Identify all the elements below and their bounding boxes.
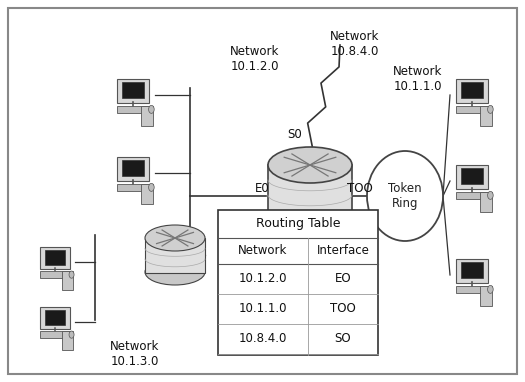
Ellipse shape — [268, 197, 352, 233]
FancyBboxPatch shape — [40, 247, 70, 269]
Text: TOO: TOO — [347, 181, 373, 194]
FancyBboxPatch shape — [122, 82, 144, 98]
Text: 10.8.4.0: 10.8.4.0 — [239, 332, 287, 345]
Text: Network
10.1.2.0: Network 10.1.2.0 — [230, 45, 280, 73]
Ellipse shape — [69, 331, 74, 338]
FancyBboxPatch shape — [141, 106, 153, 126]
FancyBboxPatch shape — [456, 106, 488, 113]
FancyBboxPatch shape — [461, 168, 483, 184]
FancyBboxPatch shape — [456, 79, 488, 103]
Ellipse shape — [268, 147, 352, 183]
Ellipse shape — [488, 105, 493, 113]
FancyBboxPatch shape — [141, 184, 153, 204]
Ellipse shape — [145, 259, 205, 285]
Text: Network
10.8.4.0: Network 10.8.4.0 — [330, 30, 380, 58]
FancyBboxPatch shape — [45, 310, 65, 325]
Text: 10.1.2.0: 10.1.2.0 — [239, 272, 287, 285]
FancyBboxPatch shape — [456, 165, 488, 189]
Text: EO: EO — [335, 272, 351, 285]
FancyBboxPatch shape — [461, 262, 483, 278]
FancyBboxPatch shape — [62, 271, 73, 290]
FancyBboxPatch shape — [479, 106, 492, 126]
FancyBboxPatch shape — [40, 331, 70, 338]
FancyBboxPatch shape — [8, 8, 517, 374]
Text: E0: E0 — [255, 181, 269, 194]
FancyBboxPatch shape — [461, 82, 483, 98]
Text: Network: Network — [238, 244, 288, 257]
FancyBboxPatch shape — [117, 157, 149, 181]
FancyBboxPatch shape — [456, 192, 488, 199]
Ellipse shape — [488, 191, 493, 199]
Ellipse shape — [145, 225, 205, 251]
FancyBboxPatch shape — [40, 271, 70, 278]
FancyBboxPatch shape — [62, 331, 73, 350]
FancyBboxPatch shape — [117, 184, 150, 191]
Text: Token
Ring: Token Ring — [388, 182, 422, 210]
FancyBboxPatch shape — [117, 106, 150, 113]
Ellipse shape — [367, 151, 443, 241]
FancyBboxPatch shape — [479, 286, 492, 306]
Ellipse shape — [149, 105, 154, 113]
Text: S0: S0 — [288, 128, 302, 141]
Text: Network
10.1.3.0: Network 10.1.3.0 — [110, 340, 160, 368]
FancyBboxPatch shape — [45, 250, 65, 265]
FancyBboxPatch shape — [40, 307, 70, 329]
Text: Network
10.1.1.0: Network 10.1.1.0 — [393, 65, 443, 93]
Ellipse shape — [69, 271, 74, 278]
FancyBboxPatch shape — [145, 238, 205, 273]
FancyBboxPatch shape — [268, 165, 352, 215]
Ellipse shape — [488, 285, 493, 293]
Text: Interface: Interface — [317, 244, 370, 257]
FancyBboxPatch shape — [479, 192, 492, 212]
Ellipse shape — [149, 183, 154, 191]
Text: 10.1.1.0: 10.1.1.0 — [239, 303, 287, 316]
FancyBboxPatch shape — [456, 286, 488, 293]
Text: SO: SO — [335, 332, 351, 345]
Text: TOO: TOO — [330, 303, 356, 316]
Text: Routing Table: Routing Table — [256, 217, 340, 230]
FancyBboxPatch shape — [218, 210, 378, 355]
FancyBboxPatch shape — [456, 259, 488, 283]
FancyBboxPatch shape — [117, 79, 149, 103]
FancyBboxPatch shape — [122, 160, 144, 176]
